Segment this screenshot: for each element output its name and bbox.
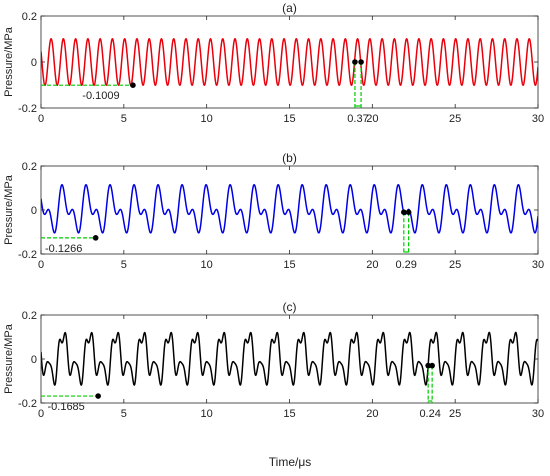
panel-b-min-label: -0.1266 [45, 243, 82, 255]
panel-a-ytick-label: -0.2 [18, 103, 37, 115]
figure-xlabel: Time/μs [269, 455, 311, 469]
panel-a-ylabel: Pressure/MPa [3, 26, 15, 97]
panel-a-xtick-label: 0 [38, 113, 44, 125]
panel-b-ytick-label: 0 [31, 205, 37, 217]
panel-c-xtick-label: 0 [38, 408, 44, 420]
panel-c-xtick-label: 20 [366, 408, 378, 420]
panel-a-ytick-label: 0.2 [22, 11, 37, 23]
panel-b-xtick-label: 30 [532, 259, 544, 271]
panel-a-interval-label: 0.37 [347, 113, 368, 125]
panel-a-interval-point-end [358, 59, 364, 65]
panel-c-interval-point-end [429, 362, 435, 369]
panel-b-interval-label: 0.29 [396, 259, 417, 271]
panel-c-ytick-label: 0 [31, 354, 37, 366]
panel-b-interval-point-start [401, 209, 407, 215]
panel-a-interval-point-start [352, 59, 358, 65]
panel-a-xtick-label: 25 [449, 113, 461, 125]
panel-c-xtick-label: 30 [532, 408, 544, 420]
panel-c-ylabel: Pressure/MPa [3, 323, 15, 394]
panel-a-title: (a) [282, 1, 297, 15]
panel-c-interval-label: 0.24 [419, 408, 440, 420]
panel-c-title: (c) [283, 300, 297, 314]
panel-b-min-marker [92, 235, 99, 241]
panel-a-min-label: -0.1009 [82, 90, 119, 102]
panel-a-xtick-label: 5 [121, 113, 127, 125]
panel-a-xtick-label: 20 [366, 113, 378, 125]
panel-b-xtick-label: 5 [121, 259, 127, 271]
panel-a-min-marker [130, 82, 136, 89]
panel-c-min-label: -0.1685 [47, 401, 84, 413]
panel-b-xtick-label: 15 [283, 259, 295, 271]
panel-c-ytick-label: -0.2 [18, 398, 37, 410]
panel-b-ytick-label: -0.2 [18, 249, 37, 261]
panel-b-ylabel: Pressure/MPa [3, 174, 15, 245]
panel-a-series-line [41, 37, 538, 87]
panel-a-xtick-label: 30 [532, 113, 544, 125]
panel-b-ytick-label: 0.2 [22, 161, 37, 173]
panel-a-xtick-label: 10 [201, 113, 213, 125]
panel-b-xtick-label: 25 [449, 259, 461, 271]
panel-b-xtick-label: 0 [38, 259, 44, 271]
panel-b-xtick-label: 20 [366, 259, 378, 271]
panel-a-ytick-label: 0 [31, 57, 37, 69]
panel-c-xtick-label: 5 [121, 408, 127, 420]
panel-c-interval-point-start [425, 362, 431, 369]
panel-c-min-marker [95, 393, 101, 399]
panel-b-title: (b) [282, 151, 297, 165]
panel-b-xtick-label: 10 [201, 259, 213, 271]
panel-c-xtick-label: 15 [283, 408, 295, 420]
panel-b-interval-point-end [405, 209, 412, 215]
panel-c-series-line [41, 331, 538, 386]
panel-a-xtick-label: 15 [283, 113, 295, 125]
panel-b-series-line [41, 183, 538, 234]
panel-c-xtick-label: 10 [201, 408, 213, 420]
panel-c-ytick-label: 0.2 [22, 310, 37, 322]
panel-c-xtick-label: 25 [449, 408, 461, 420]
